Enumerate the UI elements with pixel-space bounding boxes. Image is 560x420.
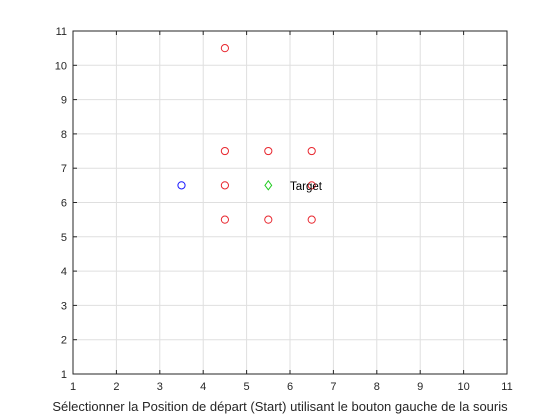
y-tick-label: 1 <box>61 369 67 381</box>
y-tick-label: 8 <box>61 129 67 141</box>
x-axis-label: Sélectionner la Position de départ (Star… <box>52 399 508 414</box>
data-point-circle <box>220 215 229 224</box>
x-axis-ticks: 1 2 3 4 5 6 7 8 9 10 11 <box>70 31 513 393</box>
data-point-circle <box>307 181 316 190</box>
data-points <box>177 44 316 224</box>
annotation-label: Target <box>290 181 323 193</box>
data-point-circle <box>307 215 316 224</box>
y-tick-label: 11 <box>56 26 67 38</box>
y-tick-label: 7 <box>61 163 67 175</box>
y-axis-ticks: 1 2 3 4 5 6 7 8 9 10 11 <box>55 26 507 381</box>
x-tick-label: 1 <box>70 381 76 393</box>
x-tick-label: 11 <box>501 381 512 393</box>
x-tick-label: 5 <box>244 381 250 393</box>
x-tick-label: 6 <box>287 381 293 393</box>
y-tick-label: 9 <box>61 95 67 107</box>
data-point-circle <box>220 181 229 190</box>
data-point-circle <box>264 215 273 224</box>
x-tick-label: 7 <box>330 381 336 393</box>
y-tick-label: 10 <box>55 60 67 72</box>
x-tick-label: 4 <box>200 381 206 393</box>
y-tick-label: 5 <box>61 232 67 244</box>
data-point-circle <box>220 146 229 156</box>
x-tick-label: 8 <box>374 381 380 393</box>
data-point-diamond <box>264 180 273 191</box>
x-tick-label: 10 <box>457 381 469 393</box>
y-tick-label: 6 <box>61 198 67 210</box>
x-tick-label: 9 <box>417 381 423 393</box>
data-point-circle <box>220 44 229 53</box>
y-tick-label: 2 <box>61 335 67 347</box>
data-point-circle <box>264 146 273 156</box>
data-point-circle <box>307 146 316 156</box>
data-point-circle <box>177 181 186 190</box>
x-tick-label: 2 <box>113 381 119 393</box>
y-tick-label: 3 <box>61 300 67 312</box>
x-tick-label: 3 <box>157 381 163 393</box>
y-tick-label: 4 <box>61 266 67 278</box>
annotations: Target <box>290 181 323 193</box>
